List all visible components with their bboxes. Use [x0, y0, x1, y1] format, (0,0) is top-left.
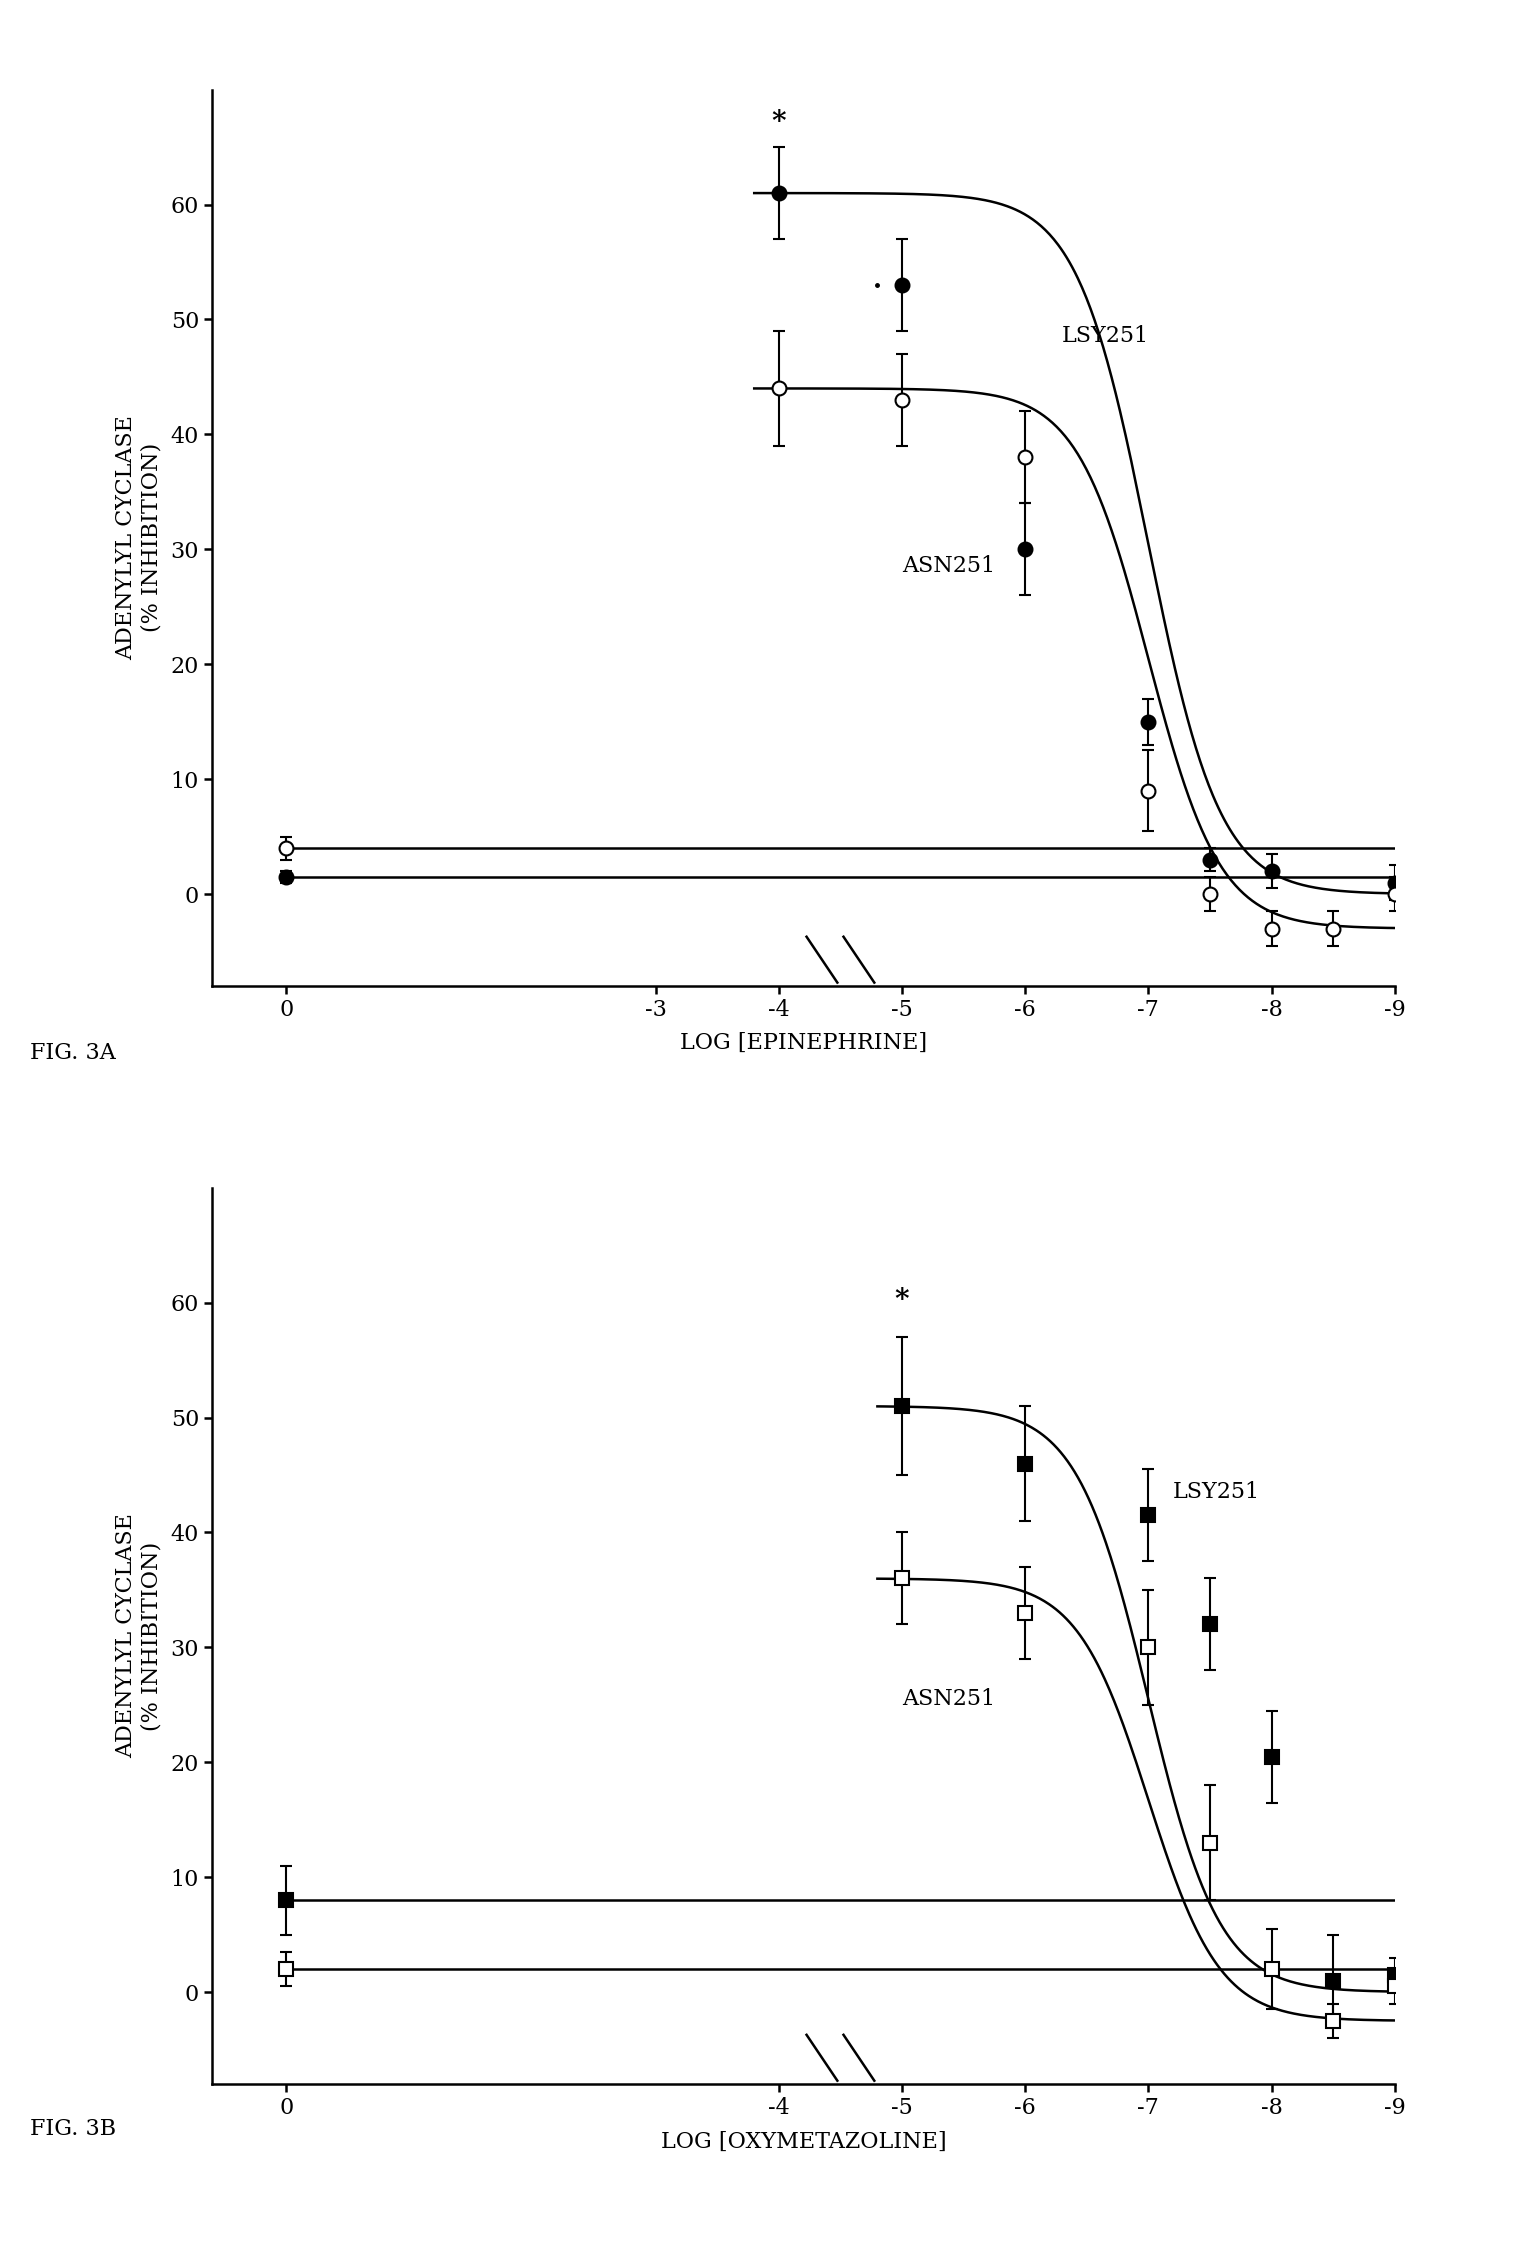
Text: *: * — [894, 1286, 910, 1313]
Text: ASN251: ASN251 — [902, 556, 994, 578]
Text: FIG. 3A: FIG. 3A — [30, 1042, 117, 1064]
Text: ASN251: ASN251 — [902, 1687, 994, 1710]
Y-axis label: ADENYLYL CYCLASE
(% INHIBITION): ADENYLYL CYCLASE (% INHIBITION) — [115, 415, 162, 661]
Text: LSY251: LSY251 — [1173, 1481, 1260, 1504]
X-axis label: LOG [EPINEPHRINE]: LOG [EPINEPHRINE] — [679, 1033, 928, 1053]
Text: FIG. 3B: FIG. 3B — [30, 2118, 117, 2140]
Text: LSY251: LSY251 — [1063, 325, 1149, 347]
X-axis label: LOG [OXYMETAZOLINE]: LOG [OXYMETAZOLINE] — [661, 2131, 946, 2151]
Y-axis label: ADENYLYL CYCLASE
(% INHIBITION): ADENYLYL CYCLASE (% INHIBITION) — [115, 1513, 162, 1759]
Text: *: * — [772, 108, 787, 137]
